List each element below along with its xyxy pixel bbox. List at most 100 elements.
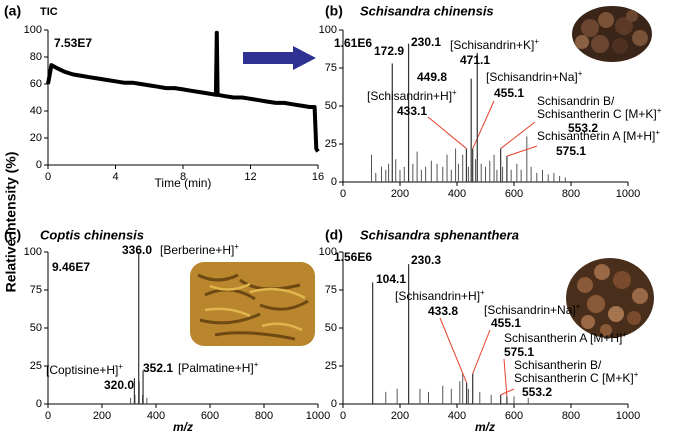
annotation-text: [Schisandrin+Na] <box>486 70 578 84</box>
peak-annotation: Schisantherin B/ <box>514 358 602 372</box>
annotation-text: [Schisandrin+H] <box>367 89 452 103</box>
annotation-charge: + <box>254 360 259 369</box>
peak-annotation: Schisandrin B/ <box>537 94 615 108</box>
annotation-line <box>503 358 508 397</box>
annotation-charge: + <box>578 69 583 78</box>
x-tick-label: 0 <box>340 188 346 200</box>
peak-mz-label: 230.3 <box>411 253 441 267</box>
peak-annotation: Schisantherin C [M+K]+ <box>537 106 662 122</box>
annotation-charge: + <box>452 88 457 97</box>
annotation-text: [Schisandrin+Na] <box>484 303 576 317</box>
y-tick-label: 100 <box>24 24 42 36</box>
panel-title: TIC <box>40 6 58 18</box>
x-tick-label: 600 <box>505 410 523 422</box>
x-tick-label: 1000 <box>306 410 330 422</box>
x-tick-label: 800 <box>255 410 273 422</box>
annotation-line <box>472 100 495 149</box>
annotation-charge: + <box>655 128 660 137</box>
annotation-text: Schisantherin C [M+K] <box>537 107 657 121</box>
y-tick-label: 25 <box>325 138 337 150</box>
annotation-line <box>500 388 515 396</box>
x-tick-label: 16 <box>312 171 324 183</box>
x-axis-label: Time (min) <box>155 176 212 190</box>
panel-label: (c) <box>4 227 21 243</box>
y-tick-label: 40 <box>30 105 42 117</box>
y-tick-label: 50 <box>325 322 337 334</box>
x-tick-label: 800 <box>562 410 580 422</box>
x-tick-label: 200 <box>93 410 111 422</box>
annotation-text: [Schisandrin+K] <box>450 38 534 52</box>
peak-mz-label: 433.1 <box>397 104 427 118</box>
x-tick-label: 200 <box>391 410 409 422</box>
panel-title: Schisandra chinensis <box>360 3 494 18</box>
peak-mz-label: 104.1 <box>376 272 406 286</box>
y-tick-label: 100 <box>24 246 42 258</box>
y-tick-label: 0 <box>331 398 337 410</box>
peak-mz-label: 172.9 <box>374 44 404 58</box>
intensity-scale: 9.46E7 <box>52 260 90 274</box>
annotation-text: Schisantherin B/ <box>514 358 602 372</box>
intensity-scale: 7.53E7 <box>54 36 92 50</box>
photo-schisandra-chinensis <box>572 6 652 62</box>
annotation-charge: + <box>622 330 627 339</box>
intensity-scale: 1.61E6 <box>334 36 372 50</box>
x-axis-label: m/z <box>475 420 495 434</box>
y-tick-label: 60 <box>30 78 42 90</box>
annotation-charge: + <box>480 288 485 297</box>
x-tick-label: 0 <box>45 171 51 183</box>
intensity-scale: 1.56E6 <box>334 250 372 264</box>
y-tick-label: 75 <box>30 284 42 296</box>
annotation-charge: + <box>657 106 662 115</box>
x-tick-label: 12 <box>244 171 256 183</box>
x-tick-label: 0 <box>45 410 51 422</box>
peak-annotation: Schisantherin A [M+H]+ <box>504 330 627 346</box>
peak-mz-label: 455.1 <box>491 316 521 330</box>
peak-annotation: [Schisandrin+Na]+ <box>484 302 581 318</box>
peak-mz-label: 336.0 <box>122 243 152 257</box>
panel-label: (a) <box>4 3 21 19</box>
peak-annotation: [Schisandrin+H]+ <box>367 88 457 104</box>
x-tick-label: 800 <box>562 188 580 200</box>
annotation-line <box>427 116 467 149</box>
peak-mz-label: 449.8 <box>417 70 447 84</box>
peak-mz-label: 352.1 <box>143 361 173 375</box>
x-tick-label: 1000 <box>616 188 640 200</box>
peak-mz-label: 230.1 <box>411 35 441 49</box>
peak-annotation: [Coptisine+H]+ <box>46 362 123 378</box>
y-tick-label: 75 <box>325 284 337 296</box>
x-axis-label: m/z <box>173 420 193 434</box>
y-tick-label: 25 <box>30 360 42 372</box>
x-tick-label: 400 <box>448 188 466 200</box>
y-tick-label: 0 <box>36 159 42 171</box>
y-tick-label: 0 <box>331 176 337 188</box>
annotation-charge: + <box>234 242 239 251</box>
annotation-text: [Palmatine+H] <box>178 361 254 375</box>
annotation-line <box>439 317 468 383</box>
peak-mz-label: 575.1 <box>556 144 586 158</box>
annotation-text: Schisandrin B/ <box>537 94 615 108</box>
peak-annotation: [Schisandrin+Na]+ <box>486 69 583 85</box>
x-tick-label: 1000 <box>616 410 640 422</box>
photo-coptis-chinensis <box>190 262 315 346</box>
x-tick-label: 400 <box>448 410 466 422</box>
x-tick-label: 8 <box>180 171 186 183</box>
y-tick-label: 25 <box>325 360 337 372</box>
peak-mz-label: 471.1 <box>460 53 490 67</box>
y-tick-label: 20 <box>30 132 42 144</box>
x-tick-label: 400 <box>147 410 165 422</box>
annotation-text: [Berberine+H] <box>160 243 234 257</box>
peak-mz-label: 455.1 <box>494 86 524 100</box>
peak-mz-label: 553.2 <box>522 385 552 399</box>
y-tick-label: 75 <box>325 62 337 74</box>
y-tick-label: 50 <box>30 322 42 334</box>
peak-annotation: [Berberine+H]+ <box>160 242 239 258</box>
annotation-text: [Coptisine+H] <box>46 363 118 377</box>
annotation-charge: + <box>534 37 539 46</box>
annotation-text: Schisantherin C [M+K] <box>514 371 634 385</box>
arrow <box>243 46 316 70</box>
peak-mz-label: 575.1 <box>504 345 534 359</box>
tic-trace <box>46 30 320 153</box>
y-tick-label: 100 <box>319 24 337 36</box>
peak-annotation: [Schisandrin+H]+ <box>395 288 485 304</box>
